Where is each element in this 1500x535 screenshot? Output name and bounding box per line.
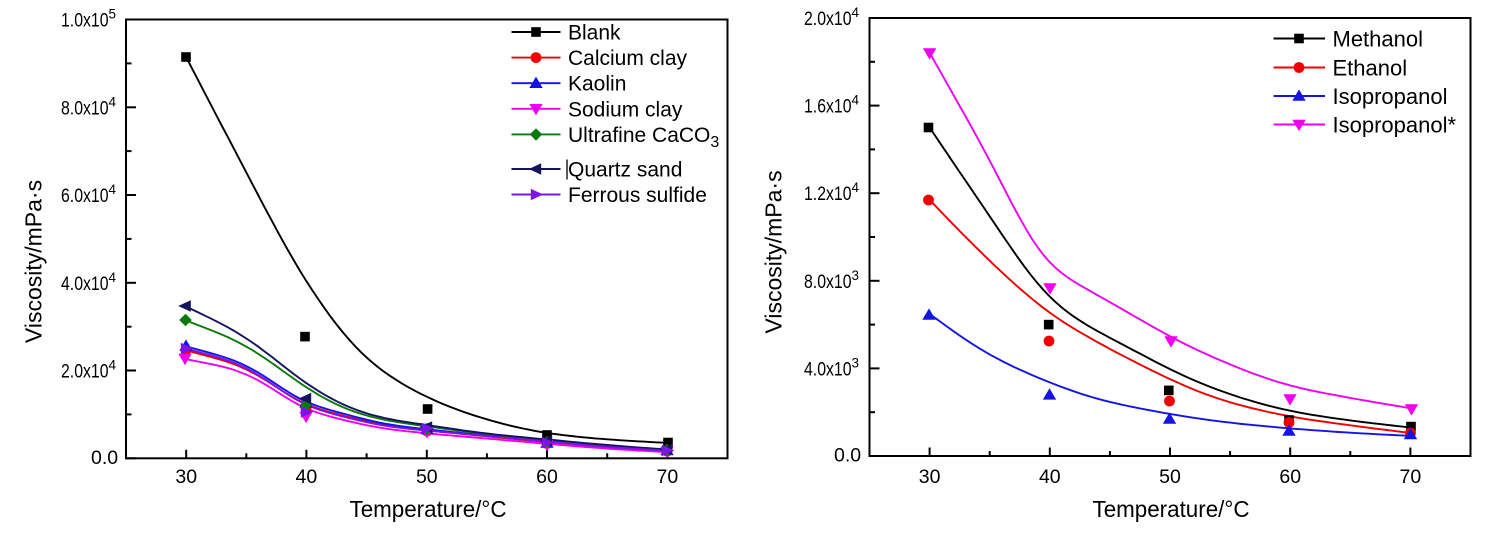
svg-text:Temperature/°C: Temperature/°C bbox=[1093, 496, 1250, 522]
svg-text:0.0: 0.0 bbox=[91, 447, 118, 469]
svg-text:50: 50 bbox=[1159, 466, 1181, 488]
svg-text:2.0x104: 2.0x104 bbox=[804, 4, 859, 30]
svg-text:Isopropanol: Isopropanol bbox=[1333, 84, 1448, 109]
svg-text:1.2x104: 1.2x104 bbox=[804, 179, 859, 205]
svg-text:Isopropanol*: Isopropanol* bbox=[1333, 113, 1457, 138]
svg-text:60: 60 bbox=[1279, 466, 1301, 488]
svg-text:Blank: Blank bbox=[568, 22, 621, 45]
svg-text:Viscosity/mPa·s: Viscosity/mPa·s bbox=[21, 180, 47, 343]
svg-text:Ferrous sulfide: Ferrous sulfide bbox=[568, 184, 707, 207]
svg-text:6.0x104: 6.0x104 bbox=[61, 181, 116, 207]
svg-text:Quartz sand: Quartz sand bbox=[568, 159, 682, 182]
svg-text:0.0: 0.0 bbox=[834, 445, 861, 467]
svg-text:30: 30 bbox=[919, 466, 941, 488]
svg-text:Kaolin: Kaolin bbox=[568, 73, 626, 96]
svg-text:70: 70 bbox=[657, 466, 679, 488]
svg-text:1.6x104: 1.6x104 bbox=[804, 92, 859, 118]
svg-text:70: 70 bbox=[1400, 466, 1422, 488]
svg-text:4.0x104: 4.0x104 bbox=[61, 269, 116, 295]
svg-text:2.0x104: 2.0x104 bbox=[61, 357, 116, 383]
svg-text:Methanol: Methanol bbox=[1333, 27, 1424, 52]
svg-text:Calcium clay: Calcium clay bbox=[568, 47, 688, 70]
svg-text:50: 50 bbox=[416, 466, 438, 488]
svg-text:1.0x105: 1.0x105 bbox=[61, 6, 116, 32]
svg-text:30: 30 bbox=[175, 466, 197, 488]
svg-text:Sodium clay: Sodium clay bbox=[568, 98, 683, 121]
svg-text:4.0x103: 4.0x103 bbox=[804, 354, 859, 380]
svg-text:Ultrafine CaCO3: Ultrafine CaCO3 bbox=[568, 124, 719, 151]
svg-text:8.0x104: 8.0x104 bbox=[61, 93, 116, 119]
svg-text:Viscosity/mPa·s: Viscosity/mPa·s bbox=[761, 170, 787, 333]
svg-text:40: 40 bbox=[296, 466, 318, 488]
svg-text:Ethanol: Ethanol bbox=[1333, 56, 1408, 81]
svg-text:8.0x103: 8.0x103 bbox=[804, 267, 859, 293]
svg-text:Temperature/°C: Temperature/°C bbox=[350, 496, 507, 522]
svg-text:40: 40 bbox=[1039, 466, 1061, 488]
svg-text:60: 60 bbox=[536, 466, 558, 488]
